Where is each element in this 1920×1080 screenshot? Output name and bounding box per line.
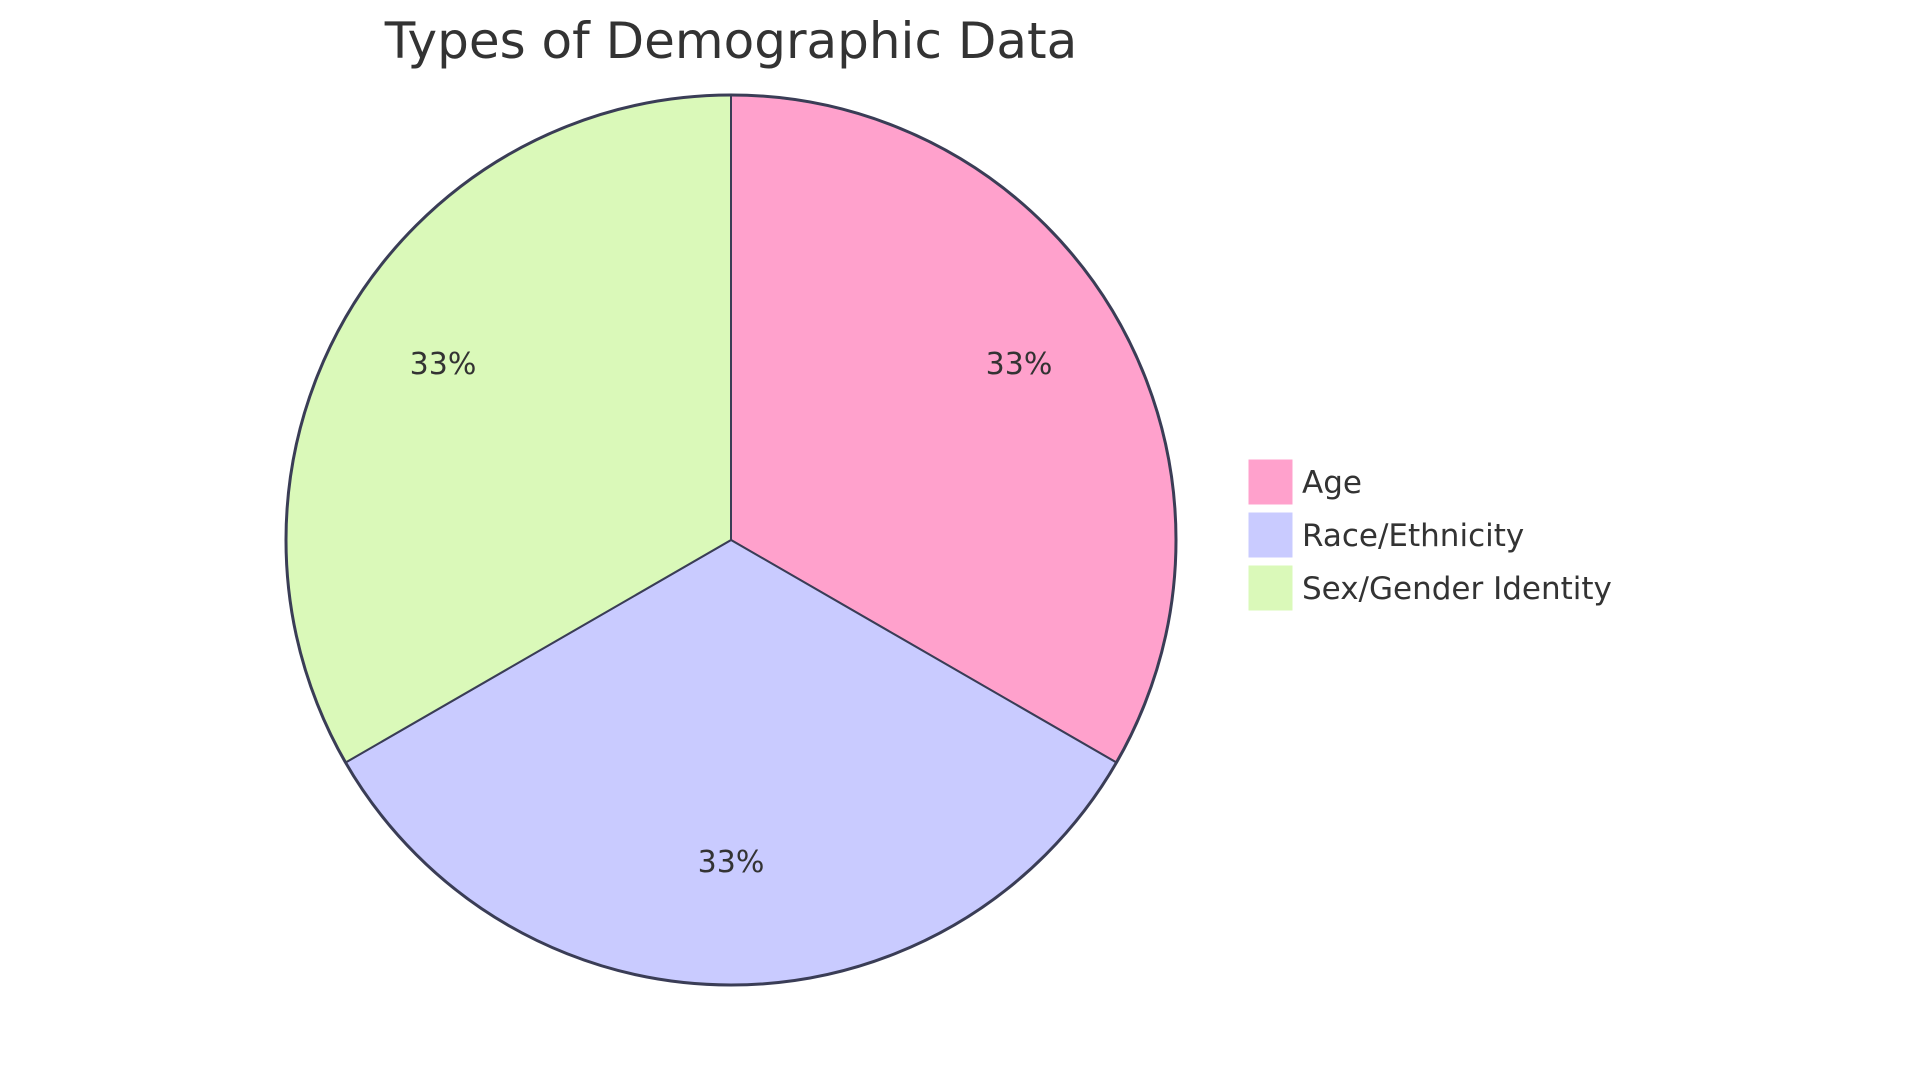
- legend-label-sex-gender-identity: Sex/Gender Identity: [1302, 571, 1612, 607]
- legend-label-race-ethnicity: Race/Ethnicity: [1302, 518, 1524, 554]
- slice-label-sex-gender-identity: 33%: [410, 347, 477, 382]
- legend-swatch-race-ethnicity: [1247, 511, 1294, 559]
- pie-outline: [284, 93, 1178, 987]
- legend: Age Race/Ethnicity Sex/Gender Identity: [1247, 458, 1612, 612]
- slice-label-age: 33%: [986, 347, 1053, 382]
- legend-item-race-ethnicity[interactable]: Race/Ethnicity: [1247, 511, 1524, 559]
- legend-label-age: Age: [1302, 465, 1362, 501]
- pie-slices: [284, 93, 1178, 987]
- legend-swatch-sex-gender-identity: [1247, 564, 1294, 612]
- legend-item-age[interactable]: Age: [1247, 458, 1362, 506]
- legend-swatch-age: [1247, 458, 1294, 506]
- slice-label-race-ethnicity: 33%: [698, 845, 765, 880]
- legend-item-sex-gender-identity[interactable]: Sex/Gender Identity: [1247, 564, 1612, 612]
- chart-title: Types of Demographic Data: [384, 12, 1077, 70]
- slice-labels: 33% 33% 33%: [410, 347, 1053, 880]
